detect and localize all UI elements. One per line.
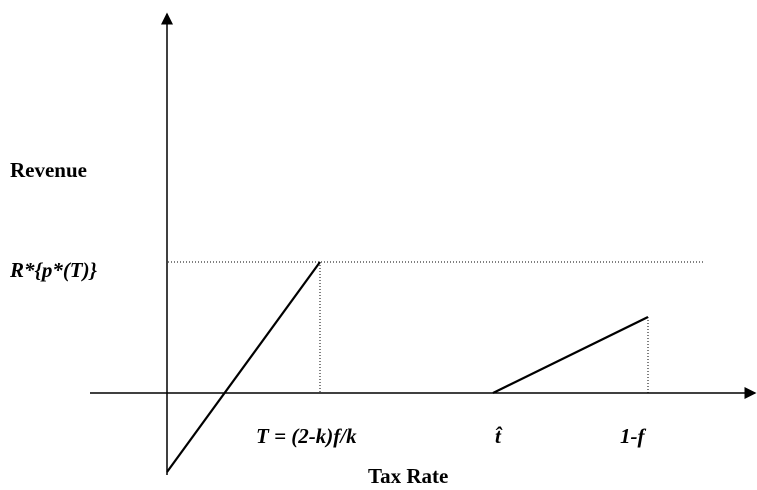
revenue-line [492, 316, 649, 394]
x-label: T = (2-k)f/k [256, 424, 357, 448]
level-label: R*{p*(T)} [9, 258, 98, 282]
revenue-line [166, 261, 321, 473]
x-axis-label: Tax Rate [368, 464, 448, 488]
x-label: 1-f [620, 424, 646, 448]
y-axis-label: Revenue [10, 158, 87, 182]
x-label: t̂ [495, 424, 503, 448]
